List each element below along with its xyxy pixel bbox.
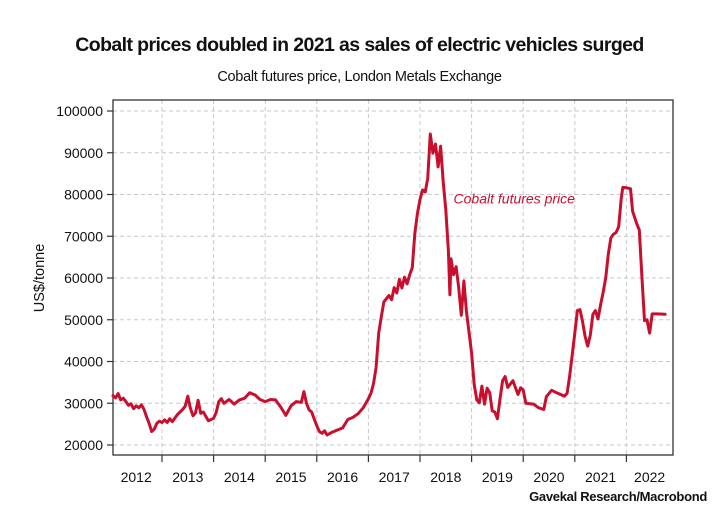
annotations: Cobalt futures price — [454, 191, 576, 207]
y-axis: 20000 30000 40000 50000 60000 70000 80000 90000… — [56, 103, 113, 453]
x-tick-label: 2022 — [634, 469, 665, 485]
y-tick-label: 70000 — [64, 228, 103, 244]
y-axis-label: US$/tonne — [32, 244, 48, 313]
grid-lines — [113, 100, 673, 455]
chart-subtitle: Cobalt futures price, London Metals Exch… — [217, 69, 502, 85]
y-tick-label: 100000 — [56, 103, 103, 119]
series-annotation-label: Cobalt futures price — [454, 191, 576, 207]
y-tick-label: 40000 — [64, 354, 103, 370]
x-axis: 2012 2013 2014 2015 2016 2017 2018 2019 2020 2021… — [121, 455, 665, 485]
x-tick-label: 2012 — [121, 469, 152, 485]
x-tick-label: 2016 — [327, 469, 358, 485]
y-tick-label: 50000 — [64, 312, 103, 328]
y-tick-label: 90000 — [64, 145, 103, 161]
x-tick-label: 2017 — [379, 469, 410, 485]
series-group — [111, 132, 667, 437]
x-tick-label: 2021 — [585, 469, 616, 485]
source-note: Gavekal Research/Macrobond — [529, 489, 707, 504]
x-tick-label: 2019 — [482, 469, 513, 485]
y-tick-label: 30000 — [64, 395, 103, 411]
y-tick-label: 60000 — [64, 270, 103, 286]
x-tick-label: 2015 — [275, 469, 306, 485]
series-line-cobalt-futures-price — [111, 132, 667, 437]
x-tick-label: 2018 — [430, 469, 461, 485]
x-tick-label: 2014 — [224, 469, 255, 485]
y-tick-label: 20000 — [64, 437, 103, 453]
x-tick-label: 2020 — [533, 469, 564, 485]
x-tick-label: 2013 — [172, 469, 203, 485]
chart-title: Cobalt prices doubled in 2021 as sales o… — [75, 34, 644, 56]
y-tick-label: 80000 — [64, 187, 103, 203]
